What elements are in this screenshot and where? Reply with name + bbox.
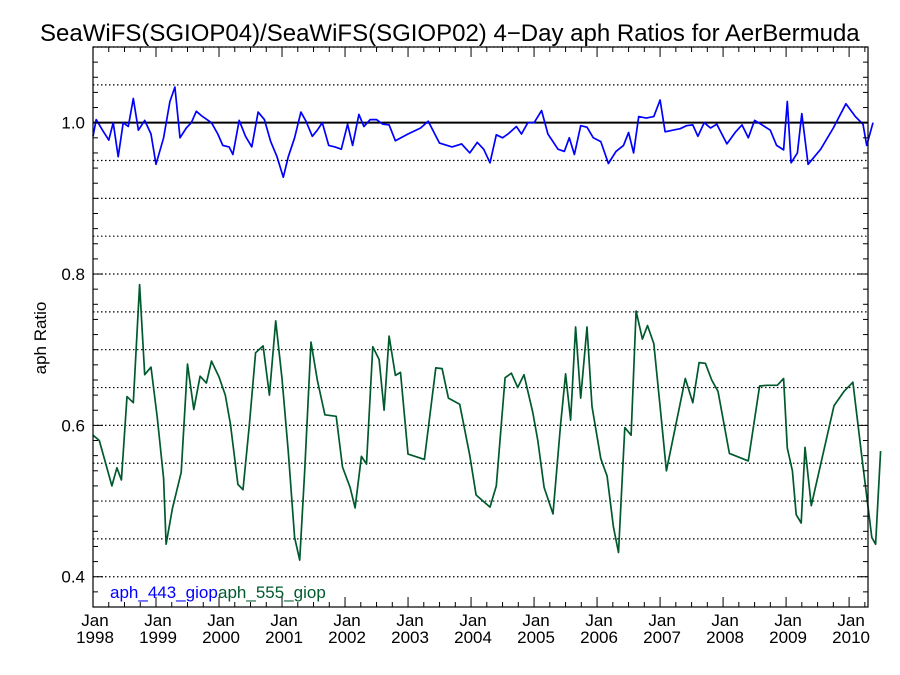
x-tick-month-label: Jan bbox=[333, 611, 360, 630]
x-tick-month-label: Jan bbox=[207, 611, 234, 630]
y-tick-label: 0.8 bbox=[61, 265, 85, 284]
series-group bbox=[92, 86, 882, 561]
x-tick-year-label: 2001 bbox=[265, 628, 303, 647]
x-tick-year-label: 1999 bbox=[139, 628, 177, 647]
legend-aph-555-giop: aph_555_giop bbox=[218, 583, 326, 602]
x-tick-month-label: Jan bbox=[711, 611, 738, 630]
chart-title: SeaWiFS(SGIOP04)/SeaWiFS(SGIOP02) 4−Day … bbox=[40, 20, 860, 47]
x-tick-year-label: 1998 bbox=[76, 628, 114, 647]
x-tick-month-label: Jan bbox=[270, 611, 297, 630]
x-tick-year-label: 2008 bbox=[706, 628, 744, 647]
x-tick-year-label: 2006 bbox=[580, 628, 618, 647]
x-ticks: Jan1998Jan1999Jan2000Jan2001Jan2002Jan20… bbox=[76, 47, 870, 647]
y-tick-label: 1.0 bbox=[61, 114, 85, 133]
x-tick-month-label: Jan bbox=[396, 611, 423, 630]
axes bbox=[92, 46, 869, 608]
x-tick-month-label: Jan bbox=[585, 611, 612, 630]
x-tick-year-label: 2009 bbox=[769, 628, 807, 647]
plot-frame bbox=[92, 46, 869, 608]
x-tick-month-label: Jan bbox=[648, 611, 675, 630]
x-tick-month-label: Jan bbox=[144, 611, 171, 630]
x-tick-year-label: 2000 bbox=[202, 628, 240, 647]
x-tick-year-label: 2010 bbox=[832, 628, 870, 647]
x-tick-year-label: 2003 bbox=[391, 628, 429, 647]
x-tick-year-label: 2002 bbox=[328, 628, 366, 647]
y-tick-label: 0.6 bbox=[61, 416, 85, 435]
y-ticks: 0.4 0.6 0.8 1.0 bbox=[61, 46, 868, 593]
y-tick-label: 0.4 bbox=[61, 568, 85, 587]
x-tick-month-label: Jan bbox=[522, 611, 549, 630]
x-tick-month-label: Jan bbox=[81, 611, 108, 630]
x-tick-month-label: Jan bbox=[837, 611, 864, 630]
series-line-aph-443-giop bbox=[92, 86, 874, 179]
x-tick-year-label: 2004 bbox=[454, 628, 492, 647]
x-tick-year-label: 2007 bbox=[643, 628, 681, 647]
x-tick-month-label: Jan bbox=[774, 611, 801, 630]
y-axis-label: aph Ratio bbox=[31, 302, 50, 375]
legend-aph-443-giop: aph_443_giop bbox=[110, 583, 218, 602]
series-line-aph-555-giop bbox=[92, 283, 882, 561]
x-tick-month-label: Jan bbox=[459, 611, 486, 630]
x-tick-year-label: 2005 bbox=[517, 628, 555, 647]
